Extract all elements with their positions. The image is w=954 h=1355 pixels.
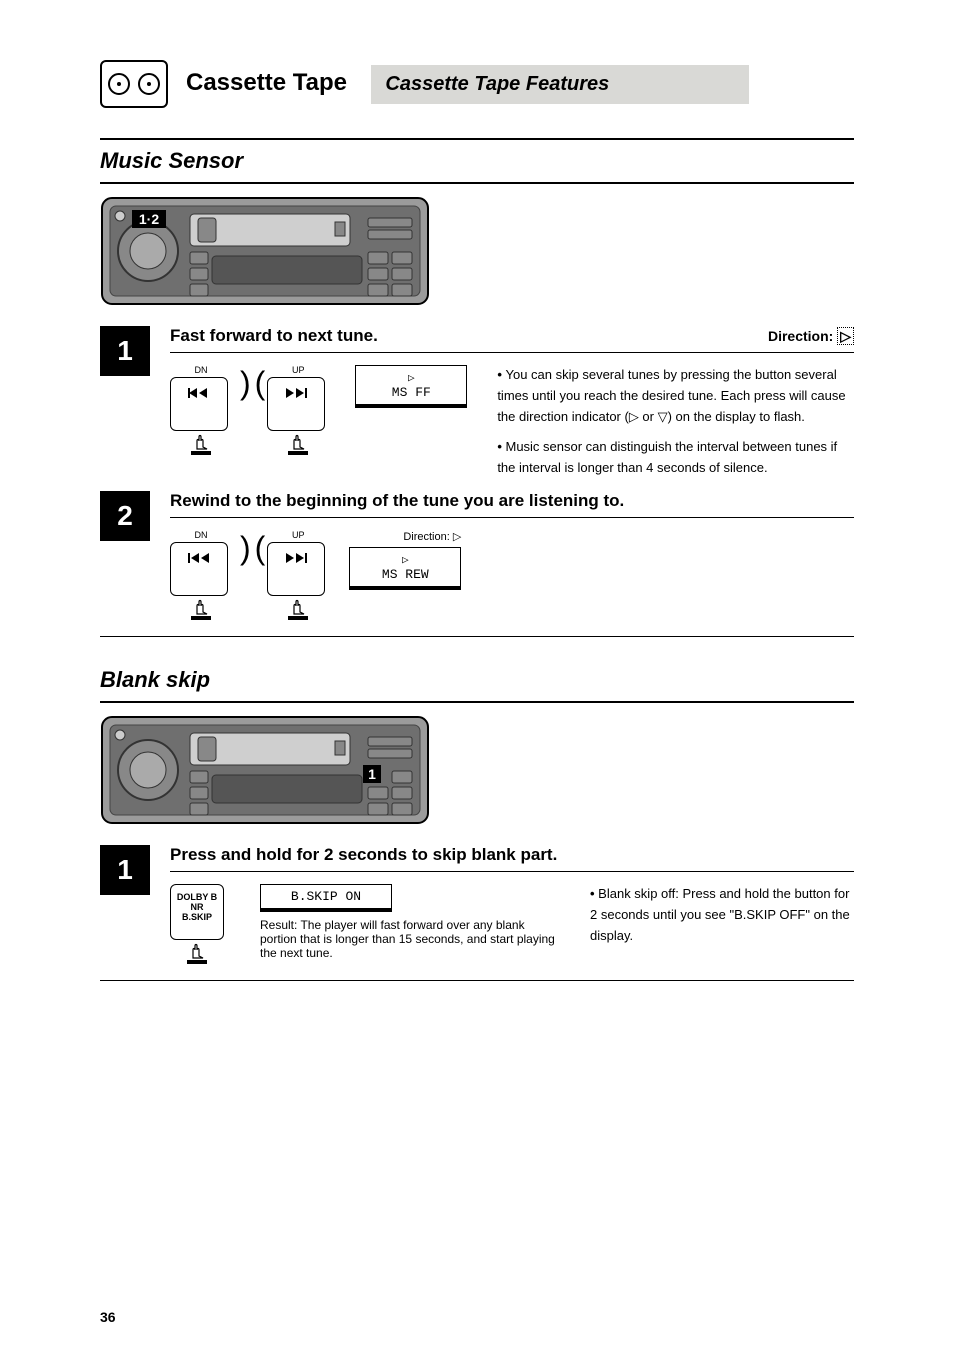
press-hand-prev [189,431,213,455]
press-hand-prev-2 [189,596,213,620]
press-hand-next-2 [286,596,310,620]
music-sensor-step-2: 2 Rewind to the beginning of the tune yo… [100,491,854,637]
section-banner: Cassette Tape Features [371,65,749,104]
step-1-buttons: DN ) ( UP [170,365,467,455]
step-1-notes: You can skip several tunes by pressing t… [497,365,854,479]
music-sensor-section: Music Sensor 1·2 [100,138,854,637]
music-sensor-heading: Music Sensor [100,138,854,184]
blank-skip-step-number: 1 [100,845,150,895]
svg-text:1: 1 [368,766,376,782]
next-track-button[interactable] [267,377,325,431]
page-title: Cassette Tape [186,69,347,97]
btn-prev-label: DN [195,365,208,375]
blank-skip-section: Blank skip 1 1 [100,667,854,981]
press-hand-bskip [185,940,209,964]
step-2-heading: Rewind to the beginning of the tune you … [170,491,854,518]
bracket-left-2: ) [240,530,251,567]
step-2-content: Rewind to the beginning of the tune you … [170,491,854,620]
display-text-rew: MS REW [382,567,429,582]
bskip-button-label: DOLBY B NR B.SKIP [171,893,223,923]
page-header: Cassette Tape Cassette Tape Features [100,60,854,108]
display-arrow-2: ▷ [402,555,409,567]
header-titles: Cassette Tape Cassette Tape Features [186,65,854,104]
step-1-heading: Fast forward to next tune. Direction: ▷ [170,326,854,353]
bracket-right-2: ( [255,530,266,567]
display-text-bskip: B.SKIP ON [291,889,361,904]
display-arrow: ▷ [408,373,415,385]
device-diagram-1: 1·2 [100,196,854,306]
bracket-left: ) [240,365,251,402]
music-sensor-step-1: 1 Fast forward to next tune. Direction: … [100,326,854,479]
step-1-direction: Direction: ▷ [758,328,854,345]
cassette-icon [100,60,168,108]
step-2-direction-label: Direction: [403,531,449,543]
note-bskip-off: Blank skip off: Press and hold the butto… [590,884,854,946]
btn-next-label: UP [292,365,305,375]
step-1-heading-text: Fast forward to next tune. [170,326,378,346]
bskip-notes: Blank skip off: Press and hold the butto… [590,884,854,946]
display-ms-ff: ▷ MS FF [355,365,467,408]
blank-skip-heading: Blank skip [100,667,854,703]
cassette-reel-right [138,73,160,95]
cassette-reel-left [108,73,130,95]
step-2-heading-text: Rewind to the beginning of the tune you … [170,491,624,511]
bskip-result: Result: The player will fast forward ove… [260,918,560,960]
note-sensor-interval: Music sensor can distinguish the interva… [497,437,854,479]
display-bskip: B.SKIP ON [260,884,392,912]
blank-skip-step-1: 1 Press and hold for 2 seconds to skip b… [100,845,854,981]
bskip-button[interactable]: DOLBY B NR B.SKIP [170,884,224,940]
btn-next-label-2: UP [292,530,305,540]
press-hand-next [286,431,310,455]
blank-skip-step-content: Press and hold for 2 seconds to skip bla… [170,845,854,964]
display-text-ff: MS FF [392,385,431,400]
btn-prev-label-2: DN [195,530,208,540]
step-2-arrow: ▷ [453,531,461,543]
display-ms-rew: ▷ MS REW [349,547,461,590]
step-number-1: 1 [100,326,150,376]
prev-track-button[interactable] [170,377,228,431]
blank-skip-step-heading: Press and hold for 2 seconds to skip bla… [170,845,854,872]
device-diagram-2: 1 [100,715,854,825]
step-2-buttons: DN ) ( UP [170,530,461,620]
bracket-right: ( [255,365,266,402]
step-number-2: 2 [100,491,150,541]
note-skip-tunes: You can skip several tunes by pressing t… [497,365,854,427]
next-track-button-2[interactable] [267,542,325,596]
prev-track-button-2[interactable] [170,542,228,596]
step-1-content: Fast forward to next tune. Direction: ▷ … [170,326,854,479]
svg-text:1·2: 1·2 [139,211,159,227]
page-number: 36 [100,1309,116,1325]
